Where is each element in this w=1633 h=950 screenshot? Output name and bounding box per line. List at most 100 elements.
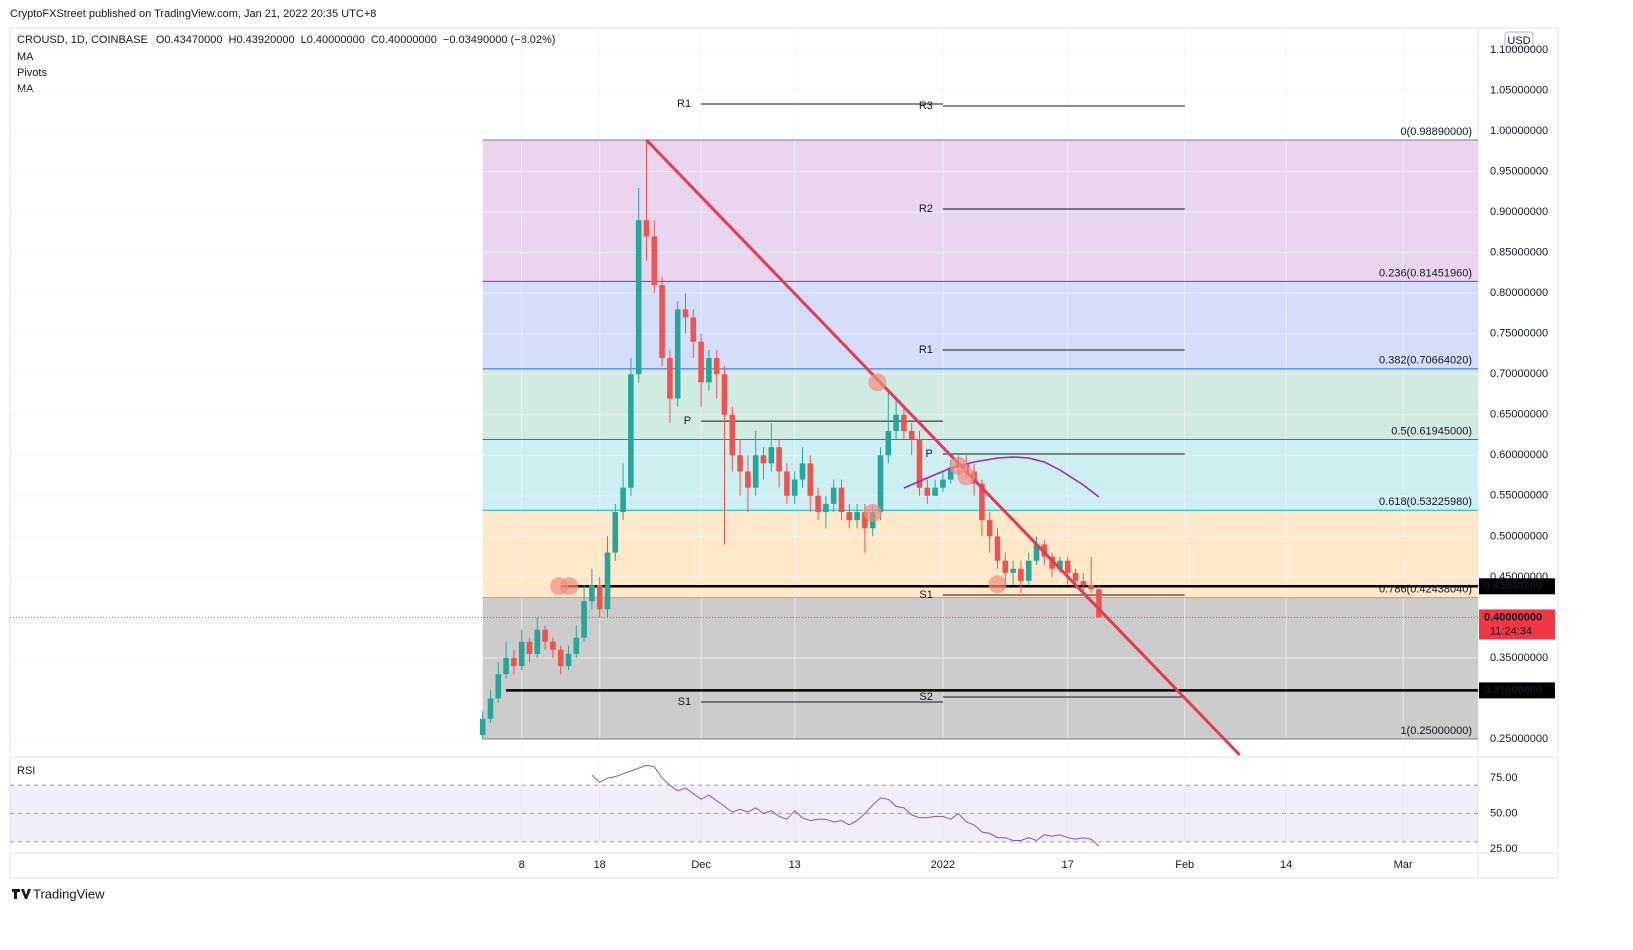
candle-body — [1010, 568, 1016, 573]
candle-body — [628, 374, 634, 488]
candle-body — [807, 463, 814, 496]
indicator: MA — [17, 51, 34, 63]
trendline — [645, 138, 1241, 757]
candle-body — [799, 463, 806, 480]
x-tick-label: 2022 — [931, 859, 955, 871]
pivot-label: P — [684, 415, 691, 427]
candle-body — [1088, 584, 1094, 590]
ohlc-key: L — [301, 34, 307, 46]
highlight — [988, 575, 1007, 594]
price-box-label: 0.31000000 — [1484, 684, 1542, 696]
indicator: Pivots — [17, 67, 47, 79]
symbol: CROUSD, 1D, COINBASE — [17, 34, 148, 46]
ohlc-key: H — [229, 34, 237, 46]
y-tick-label: 0.35000000 — [1490, 652, 1548, 664]
candle-body — [573, 637, 580, 654]
candle-body — [635, 220, 642, 375]
candle-body — [542, 629, 548, 642]
price-box-label: 0.43840000 — [1484, 580, 1542, 592]
candle-body — [713, 358, 720, 375]
pivot-label: P — [926, 448, 933, 460]
candle-body — [916, 439, 923, 488]
highlight — [863, 503, 882, 522]
price-box — [1479, 682, 1555, 699]
candle-body — [487, 698, 494, 719]
rsi-line — [591, 764, 1100, 847]
ohlc-value: 0.40000000 — [379, 34, 437, 46]
brand: TradingView — [33, 886, 105, 901]
fib-zone — [482, 368, 1478, 440]
candle-body — [784, 471, 790, 496]
rsi-label: RSI — [17, 765, 35, 777]
candle-body — [511, 657, 517, 667]
y-tick-label: 0.50000000 — [1490, 530, 1548, 542]
x-tick-label: Mar — [1394, 859, 1413, 871]
fib-label: 0.618(0.53225980) — [1379, 496, 1472, 508]
candle-body — [1096, 589, 1102, 618]
logo — [12, 889, 31, 899]
candle-body — [862, 512, 868, 529]
y-tick-label: 1.05000000 — [1490, 84, 1548, 96]
frame — [9, 27, 1559, 879]
y-tick-label: 0.95000000 — [1490, 165, 1548, 177]
x-tick-label: 14 — [1280, 859, 1292, 871]
candle-body — [901, 414, 907, 431]
candle-body — [1080, 580, 1087, 585]
candle-body — [846, 512, 853, 521]
candle-body — [986, 520, 993, 537]
currency: USD — [1507, 35, 1530, 47]
fib-label: 0.382(0.70664020) — [1379, 355, 1472, 367]
candle-body — [651, 236, 658, 286]
pivot-label: S1 — [919, 589, 932, 601]
candle-body — [674, 309, 681, 399]
candle-body — [526, 641, 533, 654]
y-tick-label: 1.00000000 — [1490, 125, 1548, 137]
ohlc-value: 0.43470000 — [164, 34, 222, 46]
candle-body — [1018, 568, 1024, 581]
candle-body — [690, 317, 697, 342]
candle-body — [659, 285, 665, 359]
candle-body — [854, 512, 860, 521]
fib-zone — [482, 281, 1478, 369]
candle-body — [932, 487, 938, 496]
published: CryptoFXStreet published on TradingView.… — [10, 8, 376, 20]
candle-body — [979, 483, 985, 521]
y-tick-label: 0.85000000 — [1490, 247, 1548, 259]
rsi-band — [10, 785, 1478, 842]
candle-body — [557, 649, 564, 667]
candle-body — [940, 479, 946, 488]
price-box — [1479, 578, 1555, 595]
candle-body — [760, 455, 767, 464]
change: −0.03490000 (−8.02%) — [443, 34, 556, 46]
candle-body — [893, 414, 899, 431]
candle-body — [596, 584, 603, 610]
y-tick-label: 0.80000000 — [1490, 287, 1548, 299]
moving-average — [903, 456, 1100, 498]
candle-body — [518, 641, 525, 667]
x-tick-label: Feb — [1175, 859, 1194, 871]
candle-body — [885, 430, 892, 456]
x-tick-label: Dec — [691, 859, 711, 871]
candle-body — [495, 674, 502, 699]
candle-body — [830, 487, 837, 504]
candle-body — [1002, 560, 1009, 573]
countdown: 11:24:34 — [1490, 625, 1532, 637]
candle-body — [479, 718, 486, 735]
pivot-label: R1 — [919, 344, 933, 356]
y-tick-label: 1.10000000 — [1490, 44, 1548, 56]
y-tick-label: 0.90000000 — [1490, 206, 1548, 218]
fib-label: 0(0.98890000) — [1400, 126, 1472, 138]
y-tick-label: 0.60000000 — [1490, 449, 1548, 461]
candle-body — [745, 471, 751, 488]
y-tick-label: 0.55000000 — [1490, 490, 1548, 502]
candle-body — [1025, 560, 1032, 581]
pivot-label: R1 — [677, 98, 691, 110]
candle-body — [815, 495, 821, 513]
pivot-label: S1 — [678, 696, 691, 708]
candle-body — [838, 487, 845, 513]
candle-body — [503, 657, 509, 675]
highlight — [957, 467, 976, 486]
pivot-label: R2 — [919, 203, 933, 215]
candle-body — [994, 536, 1001, 561]
pivot-label: S2 — [919, 691, 932, 703]
